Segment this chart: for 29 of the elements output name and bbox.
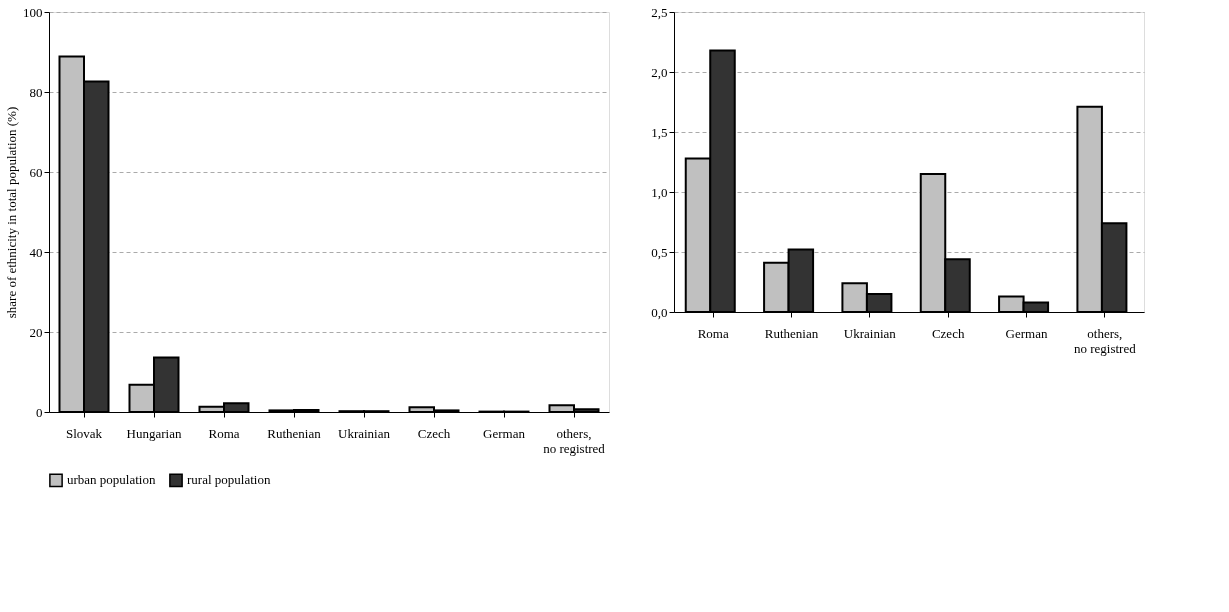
x-tick-label: Hungarian (126, 425, 182, 441)
x-tick-label: Czech (931, 325, 965, 341)
y-tick-label: 100 (23, 4, 43, 20)
y-tick-label: 1,5 (651, 124, 668, 140)
y-tick-label: 20 (29, 324, 43, 340)
y-axis-title: share of ethnicity in total population (%) (4, 106, 19, 319)
y-tick-label: 80 (29, 84, 43, 100)
x-tick-label: Czech (417, 425, 451, 441)
y-tick-label: 0 (36, 404, 43, 420)
y-tick-label: 60 (29, 164, 43, 180)
x-tick-label: Roma (208, 425, 240, 441)
x-tick-label: Ukrainian (338, 425, 391, 441)
x-tick-label: German (483, 425, 526, 441)
legend-label: rural population (187, 472, 271, 488)
y-tick-label: 40 (29, 244, 43, 260)
x-tick-label: Ruthenian (267, 425, 322, 441)
x-tick-label: Roma (697, 325, 729, 341)
x-tick-label: Ukrainian (843, 325, 897, 341)
y-tick-label: 0,5 (651, 244, 668, 260)
x-tick-label: Ruthenian (764, 325, 819, 341)
x-tick-label: German (1005, 325, 1048, 341)
y-tick-label: 2,0 (651, 64, 668, 80)
y-tick-label: 1,0 (651, 184, 668, 200)
x-tick-label: Slovak (65, 425, 103, 441)
x-tick-label: others, no registred (1073, 325, 1137, 356)
y-tick-label: 0,0 (651, 304, 668, 320)
y-tick-label: 2,5 (651, 4, 668, 20)
x-tick-label: others, no registred (543, 425, 606, 456)
legend-label: urban population (67, 472, 156, 488)
